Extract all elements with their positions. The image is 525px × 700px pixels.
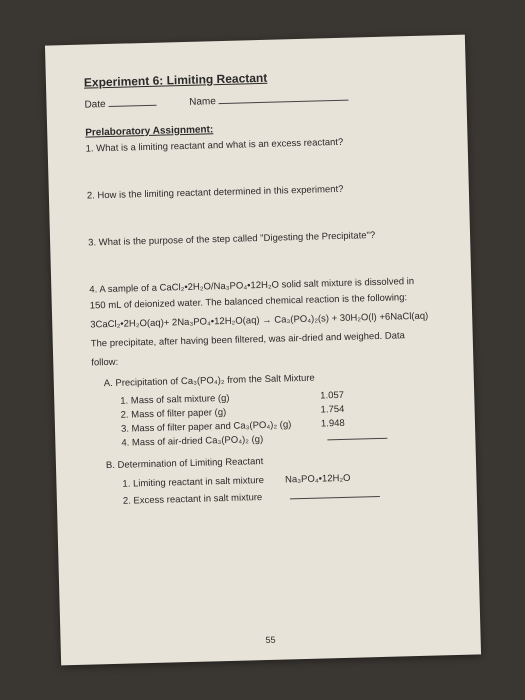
experiment-title: Experiment 6: Limiting Reactant: [83, 65, 431, 90]
date-label: Date: [84, 99, 105, 111]
worksheet-page: Experiment 6: Limiting Reactant Date Nam…: [44, 35, 480, 666]
page-number: 55: [60, 628, 480, 651]
chemical-equation: 3CaCl₂•2H₂O(aq)+ 2Na₃PO₄•12H₂O(aq) → Ca₃…: [90, 311, 438, 333]
date-blank[interactable]: [108, 105, 156, 107]
name-label: Name: [189, 96, 216, 108]
post-eq-line2: follow:: [91, 348, 439, 370]
row3-value: 1.948: [320, 416, 370, 432]
row4-value: [321, 430, 371, 446]
limiting-label: 1. Limiting reactant in salt mixture: [122, 475, 264, 490]
name-blank[interactable]: [218, 100, 348, 104]
row1-value: 1.057: [320, 388, 370, 404]
question-3: 3. What is the purpose of the step calle…: [87, 228, 435, 250]
limiting-value: Na₃PO₄•12H₂O: [284, 473, 350, 486]
excess-blank[interactable]: [289, 496, 379, 499]
row4-blank[interactable]: [327, 438, 387, 441]
date-name-line: Date Name: [84, 90, 432, 113]
post-eq-line1: The precipitate, after having been filte…: [90, 329, 438, 351]
row2-value: 1.754: [320, 402, 370, 418]
question-2: 2. How is the limiting reactant determin…: [86, 181, 434, 203]
excess-label: 2. Excess reactant in salt mixture: [122, 492, 262, 507]
